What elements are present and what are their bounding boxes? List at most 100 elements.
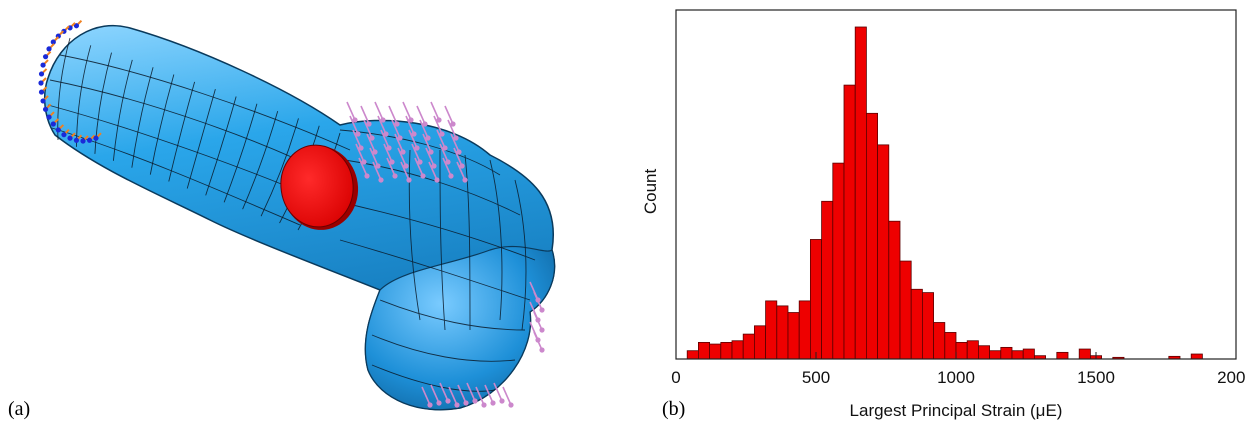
load-arrow-tip bbox=[375, 163, 381, 169]
load-arrow bbox=[439, 143, 449, 163]
load-arrow-tip bbox=[508, 402, 514, 408]
load-arrow bbox=[422, 133, 432, 153]
load-arrow-tip bbox=[422, 121, 428, 127]
histogram-bars bbox=[686, 26, 1203, 360]
load-arrow bbox=[408, 129, 418, 149]
histogram-bar bbox=[955, 341, 968, 360]
load-arrow-tip bbox=[539, 347, 545, 353]
histogram-bar bbox=[809, 239, 822, 360]
figure-panel-a: (a) bbox=[0, 0, 620, 430]
constraint-node bbox=[50, 39, 56, 45]
load-arrow-tip bbox=[369, 135, 375, 141]
load-arrow-tip bbox=[431, 163, 437, 169]
histogram-bar bbox=[854, 26, 867, 360]
load-arrow-tip bbox=[439, 131, 445, 137]
load-arrow bbox=[416, 105, 426, 125]
y-axis-label: Count bbox=[641, 169, 660, 215]
load-arrow-tip bbox=[539, 327, 545, 333]
load-arrow bbox=[457, 384, 467, 404]
load-arrow-tip bbox=[427, 402, 433, 408]
load-arrow bbox=[433, 115, 443, 135]
constraint-node bbox=[93, 135, 99, 141]
load-arrow-tip bbox=[417, 159, 423, 165]
load-arrow bbox=[366, 133, 376, 153]
load-arrow-tip bbox=[425, 135, 431, 141]
load-arrow bbox=[400, 161, 410, 181]
x-tick-label: 500 bbox=[802, 368, 830, 387]
load-arrow bbox=[421, 386, 431, 406]
load-arrow-tip bbox=[397, 135, 403, 141]
histogram-bar bbox=[1190, 353, 1203, 360]
load-arrow-tip bbox=[352, 117, 358, 123]
histogram-bar bbox=[787, 312, 800, 360]
load-arrow bbox=[402, 101, 412, 121]
load-arrow bbox=[533, 331, 543, 351]
constraint-node bbox=[38, 71, 45, 77]
load-arrow bbox=[391, 119, 401, 139]
histogram-bar bbox=[888, 220, 901, 360]
figure-panel-b: 0 500 1000 1500 2000 Largest Principal Strai… bbox=[620, 0, 1245, 430]
load-arrow bbox=[372, 161, 382, 181]
load-arrow-tip bbox=[490, 400, 496, 406]
load-arrow bbox=[466, 382, 476, 402]
histogram-bar bbox=[1078, 348, 1091, 360]
load-patch-face bbox=[280, 144, 354, 228]
boundary-constraints bbox=[38, 20, 102, 144]
x-axis-label: Largest Principal Strain (μE) bbox=[850, 401, 1063, 420]
histogram-bar bbox=[798, 300, 811, 360]
load-arrow bbox=[439, 382, 449, 402]
histogram-bar bbox=[977, 345, 990, 360]
load-arrow-tip bbox=[453, 135, 459, 141]
load-arrow-tip bbox=[450, 121, 456, 127]
constraint-node bbox=[73, 23, 80, 29]
histogram-bar bbox=[899, 260, 912, 360]
histogram-bar bbox=[1011, 350, 1024, 360]
load-arrow bbox=[358, 157, 368, 177]
load-arrow bbox=[447, 119, 457, 139]
load-arrow-tip bbox=[406, 177, 412, 183]
load-arrow-tip bbox=[380, 117, 386, 123]
histogram-bar bbox=[843, 84, 856, 360]
load-arrow bbox=[475, 386, 485, 406]
load-arrow-tip bbox=[448, 173, 454, 179]
load-arrow bbox=[448, 386, 458, 406]
load-arrow bbox=[430, 101, 440, 121]
load-arrow-tip bbox=[472, 398, 478, 404]
load-arrow-tip bbox=[386, 145, 392, 151]
load-arrow bbox=[533, 291, 543, 311]
load-arrow bbox=[411, 143, 421, 163]
load-arrow bbox=[405, 115, 415, 135]
constraint-node bbox=[40, 98, 46, 104]
load-arrow bbox=[397, 147, 407, 167]
histogram-bar bbox=[720, 341, 733, 360]
x-axis-ticks: 0 500 1000 1500 2000 bbox=[671, 352, 1245, 387]
load-arrow-tip bbox=[462, 177, 468, 183]
load-arrow bbox=[377, 115, 387, 135]
constraint-node bbox=[55, 127, 61, 133]
x-tick-label: 1500 bbox=[1077, 368, 1115, 387]
load-arrow bbox=[363, 119, 373, 139]
load-arrow-tip bbox=[434, 177, 440, 183]
load-arrow-tip bbox=[436, 117, 442, 123]
bone-finite-element-model bbox=[38, 20, 556, 411]
histogram-bar bbox=[832, 162, 845, 360]
histogram-bar bbox=[966, 340, 979, 360]
load-arrow bbox=[360, 105, 370, 125]
load-arrow-tip bbox=[372, 149, 378, 155]
load-arrow-tip bbox=[355, 131, 361, 137]
constraint-node bbox=[80, 138, 86, 144]
load-arrow-tip bbox=[414, 145, 420, 151]
constraint-node bbox=[46, 46, 52, 52]
load-arrow-tip bbox=[420, 173, 426, 179]
constraint-node bbox=[42, 106, 49, 112]
constraint-node bbox=[40, 62, 46, 68]
load-arrow-tip bbox=[383, 131, 389, 137]
histogram-bar bbox=[753, 325, 766, 360]
histogram-bar bbox=[765, 300, 778, 360]
strain-histogram: 0 500 1000 1500 2000 Largest Principal Strai… bbox=[641, 9, 1245, 420]
load-arrow-tip bbox=[539, 307, 545, 313]
load-arrow-tip bbox=[442, 145, 448, 151]
histogram-bar bbox=[865, 112, 878, 360]
histogram-bar bbox=[1022, 348, 1035, 360]
histogram-bar bbox=[910, 288, 923, 360]
